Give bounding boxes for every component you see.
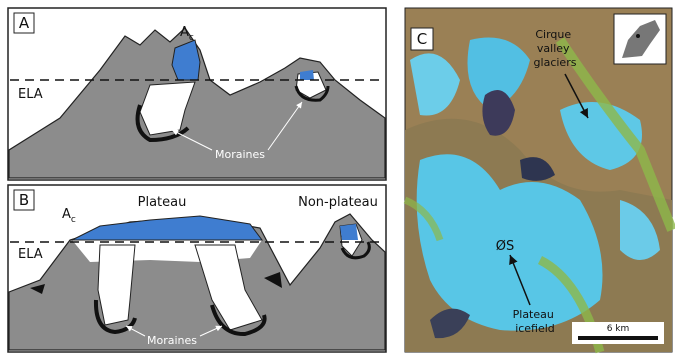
- panel-letter: B: [19, 191, 29, 209]
- label-line: Plateau: [513, 308, 554, 321]
- label-sub: c: [189, 33, 194, 43]
- accumulation-area: [340, 224, 358, 240]
- panel-a: A Ac ELA Moraines: [8, 8, 386, 180]
- inset-location: [636, 34, 640, 38]
- panel-letter: C: [417, 30, 427, 48]
- icefield-label: Plateau icefield: [513, 308, 558, 335]
- label-main: A: [180, 25, 189, 40]
- panel-c: C Cirque valley glaciers ØS Plateau icef…: [405, 8, 672, 352]
- panel-b: B Ac Plateau Non-plateau ELA Moraines: [8, 185, 386, 352]
- non-plateau-label: Non-plateau: [298, 195, 378, 210]
- label-line: icefield: [515, 322, 555, 335]
- figure: A Ac ELA Moraines B Ac Plateau Non-plate…: [0, 0, 675, 358]
- ela-label: ELA: [18, 87, 43, 102]
- label-line: Cirque: [535, 28, 571, 41]
- panel-letter: A: [19, 14, 30, 32]
- moraines-label: Moraines: [215, 148, 265, 161]
- label-sub: c: [71, 215, 76, 225]
- moraines-label: Moraines: [147, 334, 197, 347]
- label-line: glaciers: [534, 56, 577, 69]
- scale-label: 6 km: [607, 324, 630, 334]
- label-main: A: [62, 207, 71, 222]
- cirque-label: Cirque valley glaciers: [534, 28, 577, 69]
- icefield-name: ØS: [496, 239, 514, 254]
- ela-label: ELA: [18, 247, 43, 262]
- label-line: valley: [537, 42, 570, 55]
- scale-bar: [578, 336, 658, 340]
- plateau-label: Plateau: [138, 195, 187, 210]
